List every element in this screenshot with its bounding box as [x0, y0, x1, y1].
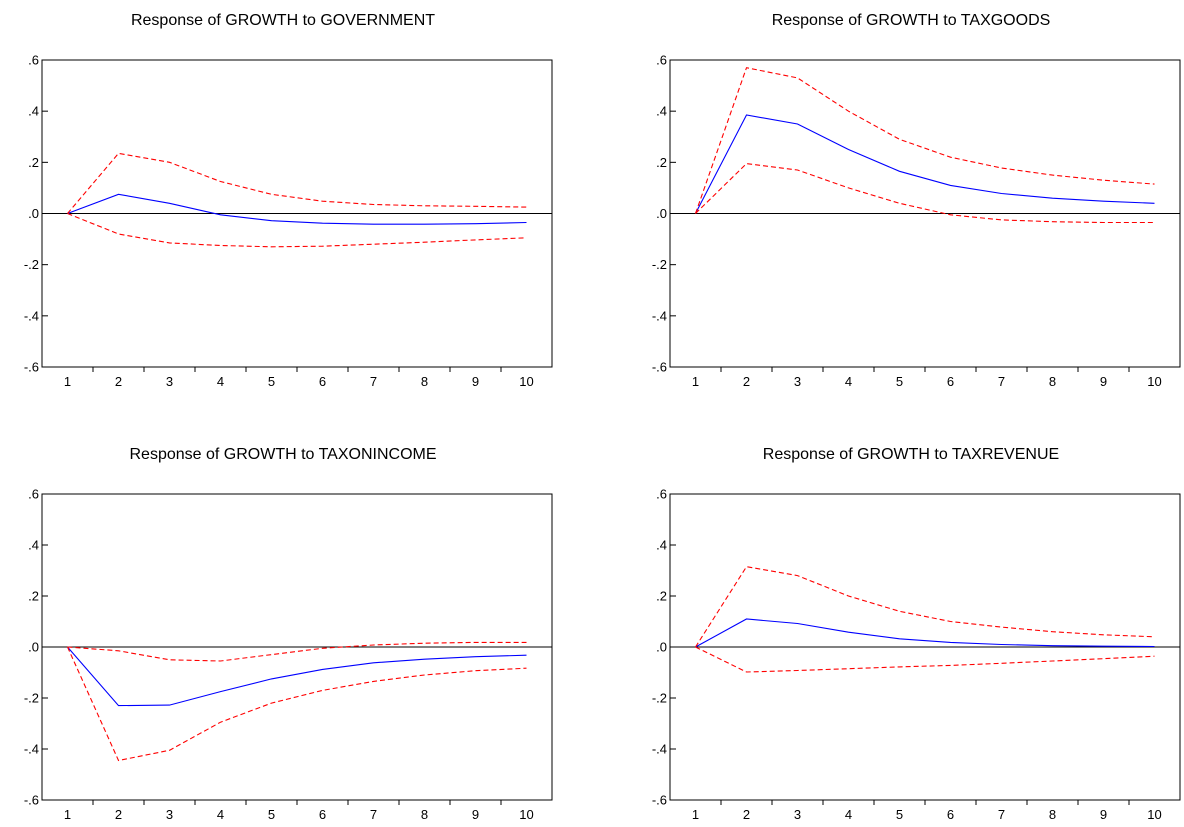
x-tick-label: 2	[115, 807, 122, 822]
chart-title: Response of GROWTH to TAXREVENUE	[763, 446, 1059, 463]
y-tick-label: -.2	[652, 257, 667, 272]
x-tick-label: 10	[519, 807, 533, 822]
x-tick-label: 10	[519, 374, 533, 389]
response-line	[67, 646, 527, 707]
x-tick-label: 7	[998, 374, 1005, 389]
x-tick-label: 1	[692, 807, 699, 822]
chart-panel-taxgoods: Response of GROWTH to TAXGOODS .6 .4 .2 .0 -.…	[652, 12, 1181, 389]
x-tick-label: 5	[268, 807, 275, 822]
x-tick-label: 3	[794, 374, 801, 389]
y-tick-label: .2	[656, 589, 667, 604]
confidence-band-upper	[694, 67, 1155, 214]
x-tick-label: 1	[64, 807, 71, 822]
y-tick-label: .4	[656, 104, 667, 119]
x-tick-label: 8	[421, 807, 428, 822]
y-tick-label: .6	[656, 487, 667, 502]
confidence-band-upper	[67, 152, 527, 214]
chart-panel-taxrevenue: Response of GROWTH to TAXREVENUE .6 .4 .2 .0…	[652, 446, 1181, 822]
x-tick-label: 10	[1147, 807, 1161, 822]
confidence-band-upper	[67, 641, 527, 662]
y-tick-label: -.2	[24, 691, 39, 706]
chart-panel-government: Response of GROWTH to GOVERNMENT .6 .4 .2 .0…	[24, 12, 553, 389]
response-line	[67, 193, 527, 225]
x-tick-label: 5	[896, 374, 903, 389]
x-tick-label: 6	[947, 374, 954, 389]
y-tick-label: -.6	[652, 793, 667, 808]
x-tick-label: 9	[472, 374, 479, 389]
confidence-band-lower	[66, 646, 527, 762]
y-tick-label: -.4	[652, 742, 667, 757]
y-tick-label: -.6	[652, 360, 667, 375]
confidence-band-lower	[695, 646, 1155, 673]
chart-panel-taxonincome: Response of GROWTH to TAXONINCOME .6 .4 .2.…	[24, 446, 553, 822]
x-tick-label: 9	[472, 807, 479, 822]
chart-title: Response of GROWTH to GOVERNMENT	[131, 12, 435, 29]
x-tick-label: 4	[845, 374, 852, 389]
x-tick-label: 1	[692, 374, 699, 389]
y-tick-label: .4	[28, 104, 39, 119]
x-tick-label: 4	[217, 374, 224, 389]
x-tick-label: 3	[794, 807, 801, 822]
y-tick-label: .6	[28, 53, 39, 68]
y-tick-label: .4	[28, 538, 39, 553]
y-tick-label: .6	[28, 487, 39, 502]
x-tick-label: 4	[845, 807, 852, 822]
response-line	[695, 114, 1155, 214]
y-tick-label: .4	[656, 538, 667, 553]
y-tick-label: .2	[28, 155, 39, 170]
x-tick-label: 2	[115, 374, 122, 389]
x-tick-label: 2	[743, 807, 750, 822]
y-tick-label: .0	[656, 640, 667, 655]
x-tick-label: 7	[998, 807, 1005, 822]
chart-title: Response of GROWTH to TAXGOODS	[772, 12, 1051, 29]
x-tick-label: 9	[1100, 807, 1107, 822]
confidence-band-lower	[67, 212, 527, 248]
y-tick-label: -.2	[652, 691, 667, 706]
response-line	[695, 618, 1155, 648]
x-tick-label: 7	[370, 374, 377, 389]
chart-title: Response of GROWTH to TAXONINCOME	[129, 446, 436, 463]
x-tick-label: 4	[217, 807, 224, 822]
x-tick-label: 9	[1100, 374, 1107, 389]
y-tick-label: .0	[28, 206, 39, 221]
x-tick-label: 6	[319, 374, 326, 389]
x-tick-label: 6	[947, 807, 954, 822]
y-tick-label: -.2	[24, 257, 39, 272]
y-tick-label: -.4	[652, 308, 667, 323]
x-tick-label: 2	[743, 374, 750, 389]
x-tick-label: 5	[896, 807, 903, 822]
y-tick-label: .6	[656, 53, 667, 68]
x-tick-label: 7	[370, 807, 377, 822]
x-tick-label: 5	[268, 374, 275, 389]
x-tick-label: 1	[64, 374, 71, 389]
y-tick-label: -.4	[24, 308, 39, 323]
y-tick-label: -.6	[24, 360, 39, 375]
x-tick-label: 10	[1147, 374, 1161, 389]
y-tick-label: .2	[656, 155, 667, 170]
x-tick-label: 3	[166, 807, 173, 822]
x-tick-label: 8	[421, 374, 428, 389]
x-tick-label: 6	[319, 807, 326, 822]
y-tick-label: .2	[28, 589, 39, 604]
x-tick-label: 8	[1049, 807, 1056, 822]
confidence-band-upper	[695, 566, 1155, 648]
x-tick-label: 8	[1049, 374, 1056, 389]
y-tick-label: .0	[28, 640, 39, 655]
confidence-band-lower	[695, 163, 1155, 224]
y-tick-label: -.4	[24, 742, 39, 757]
y-tick-label: .0	[656, 206, 667, 221]
x-tick-label: 3	[166, 374, 173, 389]
y-tick-label: -.6	[24, 793, 39, 808]
